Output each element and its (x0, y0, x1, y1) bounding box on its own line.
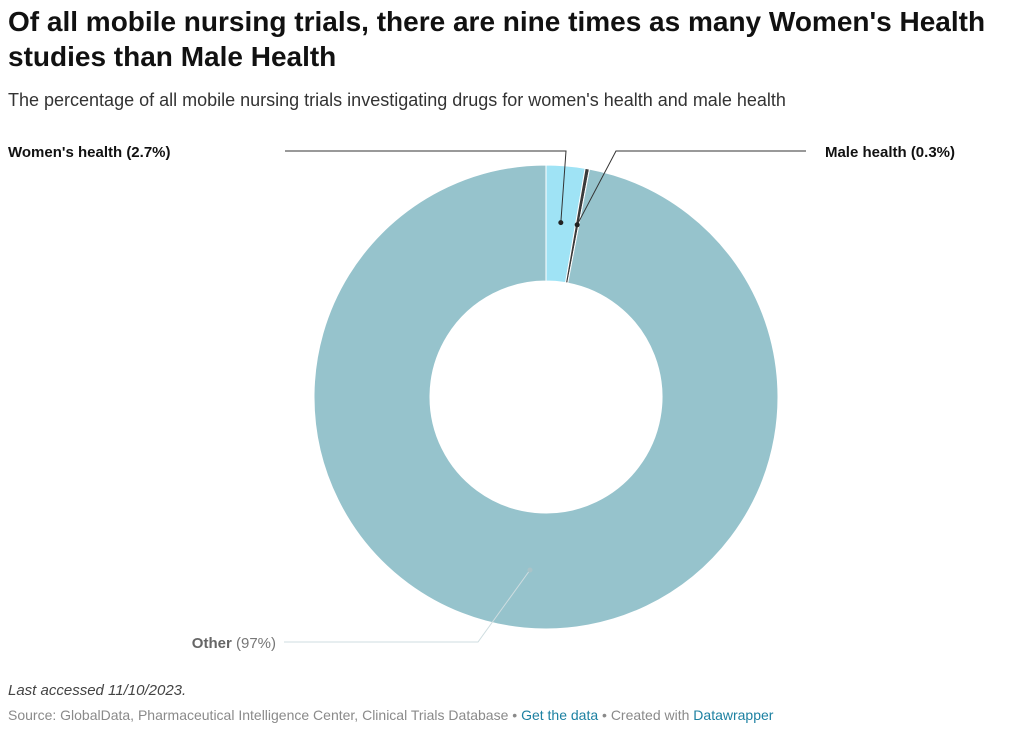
slice-label-other: Other (97%) (192, 635, 276, 652)
leader-dot-other (527, 567, 533, 573)
slice-labels: Women's health (2.7%) Male health (0.3%) O… (8, 144, 955, 652)
chart-subtitle: The percentage of all mobile nursing tri… (8, 90, 786, 110)
slice-other (313, 164, 779, 630)
slice-label-value: (2.7%) (126, 144, 170, 161)
slice-label-value: (97%) (236, 635, 276, 652)
slice-label-women-s-health: Women's health (2.7%) (8, 144, 171, 161)
separator: • (598, 707, 611, 723)
slice-label-name: Other (192, 635, 236, 652)
last-accessed-note: Last accessed 11/10/2023. (8, 682, 187, 699)
source-text: Source: GlobalData, Pharmaceutical Intel… (8, 707, 509, 723)
created-with-text: Created with (610, 707, 690, 723)
datawrapper-link[interactable]: Datawrapper (693, 707, 774, 723)
chart-title: Of all mobile nursing trials, there are … (8, 6, 986, 72)
leader-dot-male-health (574, 222, 580, 228)
leader-line-male-health (576, 150, 806, 226)
leader-dot-women-s-health (558, 220, 564, 226)
footer: Source: GlobalData, Pharmaceutical Intel… (8, 707, 773, 723)
slice-label-male-health: Male health (0.3%) (825, 144, 955, 161)
slice-label-value: (0.3%) (911, 144, 955, 161)
slice-label-name: Male health (825, 144, 911, 161)
separator: • (508, 707, 522, 723)
donut-slices (313, 164, 779, 630)
leader-line-women-s-health (285, 150, 567, 223)
get-the-data-link[interactable]: Get the data (521, 707, 599, 723)
leader-line-other (284, 569, 531, 643)
label-leader-lines (284, 150, 806, 643)
slice-label-name: Women's health (8, 144, 126, 161)
